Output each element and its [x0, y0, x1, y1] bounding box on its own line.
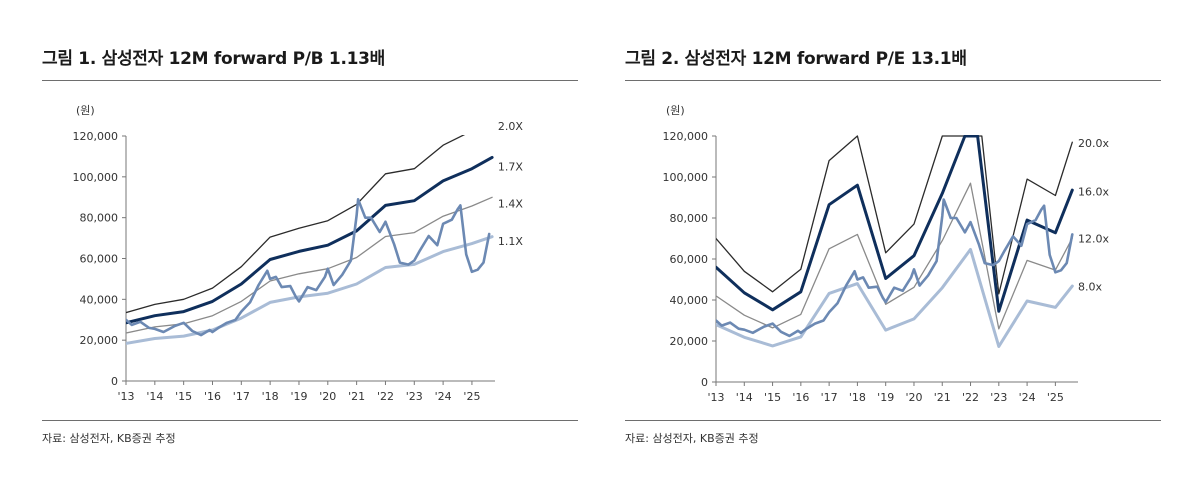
chart-panel-pe: 그림 2. 삼성전자 12M forward P/E 13.1배 (원) 0 20,…: [625, 0, 1165, 479]
y-tick-label: 60,000: [670, 253, 709, 266]
y-tick-label: 120,000: [73, 130, 119, 143]
series-line-8.0x: [716, 247, 1074, 348]
x-tick-label: '21: [934, 391, 951, 404]
series-line-주가: [716, 198, 1074, 338]
x-tick-label: '23: [406, 390, 423, 403]
y-tick-label: 100,000: [73, 171, 119, 184]
y-tick-label: 120,000: [663, 130, 709, 143]
y-tick-label: 0: [111, 375, 118, 388]
x-tick-label: '20: [319, 390, 336, 403]
y-tick-label: 20,000: [670, 335, 709, 348]
x-tick-label: '19: [290, 390, 307, 403]
series-label: 20.0x: [1078, 137, 1109, 150]
series-line-12.0x: [716, 182, 1073, 330]
unit-label: (원): [76, 104, 95, 117]
source-rule: [625, 420, 1161, 421]
x-tick-label: '16: [204, 390, 221, 403]
pb-band-chart: (원) 0 20,000 40,000 60,000 80,000 100,000 120,0…: [73, 104, 524, 403]
x-tick-label: '21: [348, 390, 365, 403]
y-tick-label: 20,000: [80, 334, 119, 347]
x-tick-label: '15: [764, 391, 781, 404]
source-rule: [42, 420, 578, 421]
series-line-2.0X: [126, 135, 466, 314]
x-tick-label: '20: [905, 391, 922, 404]
x-tick-label: '23: [990, 391, 1007, 404]
x-tick-label: '19: [877, 391, 894, 404]
y-tick-label: 40,000: [670, 294, 709, 307]
series-label: 12.0x: [1078, 233, 1109, 246]
x-tick-label: '14: [736, 391, 753, 404]
x-tick-label: '22: [377, 390, 394, 403]
x-tick-label: '16: [792, 391, 809, 404]
series-line-주가: [126, 198, 491, 337]
series-label: 1.1X: [498, 235, 523, 248]
x-tick-label: '24: [435, 390, 452, 403]
y-tick-label: 80,000: [670, 212, 709, 225]
title-rule: [625, 80, 1161, 81]
x-tick-label: '13: [707, 391, 724, 404]
source-note: 자료: 삼성전자, KB증권 추정: [42, 432, 176, 445]
series-line-1.7X: [126, 155, 494, 325]
series-label: 16.0x: [1078, 185, 1109, 198]
x-tick-label: '25: [463, 390, 480, 403]
y-tick-label: 0: [701, 376, 708, 389]
x-tick-label: '18: [849, 391, 866, 404]
series-group: [126, 135, 494, 345]
unit-label: (원): [666, 104, 685, 117]
series-line-16.0x: [716, 135, 1074, 313]
x-tick-label: '25: [1047, 391, 1064, 404]
y-tick-label: 80,000: [80, 212, 119, 225]
y-tick-label: 100,000: [663, 171, 709, 184]
series-line-1.1X: [126, 235, 494, 345]
series-label: 1.7X: [498, 161, 523, 174]
series-group: [716, 135, 1074, 348]
x-tick-label: '17: [233, 390, 250, 403]
title-rule: [42, 80, 578, 81]
x-tick-label: '15: [175, 390, 192, 403]
x-tick-label: '24: [1019, 391, 1036, 404]
y-tick-label: 40,000: [80, 293, 119, 306]
series-label: 2.0X: [498, 120, 523, 133]
figure-title: 그림 1. 삼성전자 12M forward P/B 1.13배: [42, 49, 386, 69]
figure-title: 그림 2. 삼성전자 12M forward P/E 13.1배: [625, 49, 967, 69]
series-label: 8.0x: [1078, 281, 1102, 294]
x-tick-label: '22: [962, 391, 979, 404]
x-tick-label: '13: [117, 390, 134, 403]
series-label: 1.4X: [498, 197, 523, 210]
source-note: 자료: 삼성전자, KB증권 추정: [625, 432, 759, 445]
y-tick-label: 60,000: [80, 253, 119, 266]
series-line-1.4X: [126, 196, 493, 334]
x-tick-label: '14: [146, 390, 163, 403]
pe-band-chart: (원) 0 20,000 40,000 60,000 80,000 100,000 120,0…: [663, 104, 1110, 404]
x-tick-label: '17: [821, 391, 838, 404]
x-tick-label: '18: [262, 390, 279, 403]
chart-panel-pb: 그림 1. 삼성전자 12M forward P/B 1.13배 (원) 0 20,…: [42, 0, 582, 479]
